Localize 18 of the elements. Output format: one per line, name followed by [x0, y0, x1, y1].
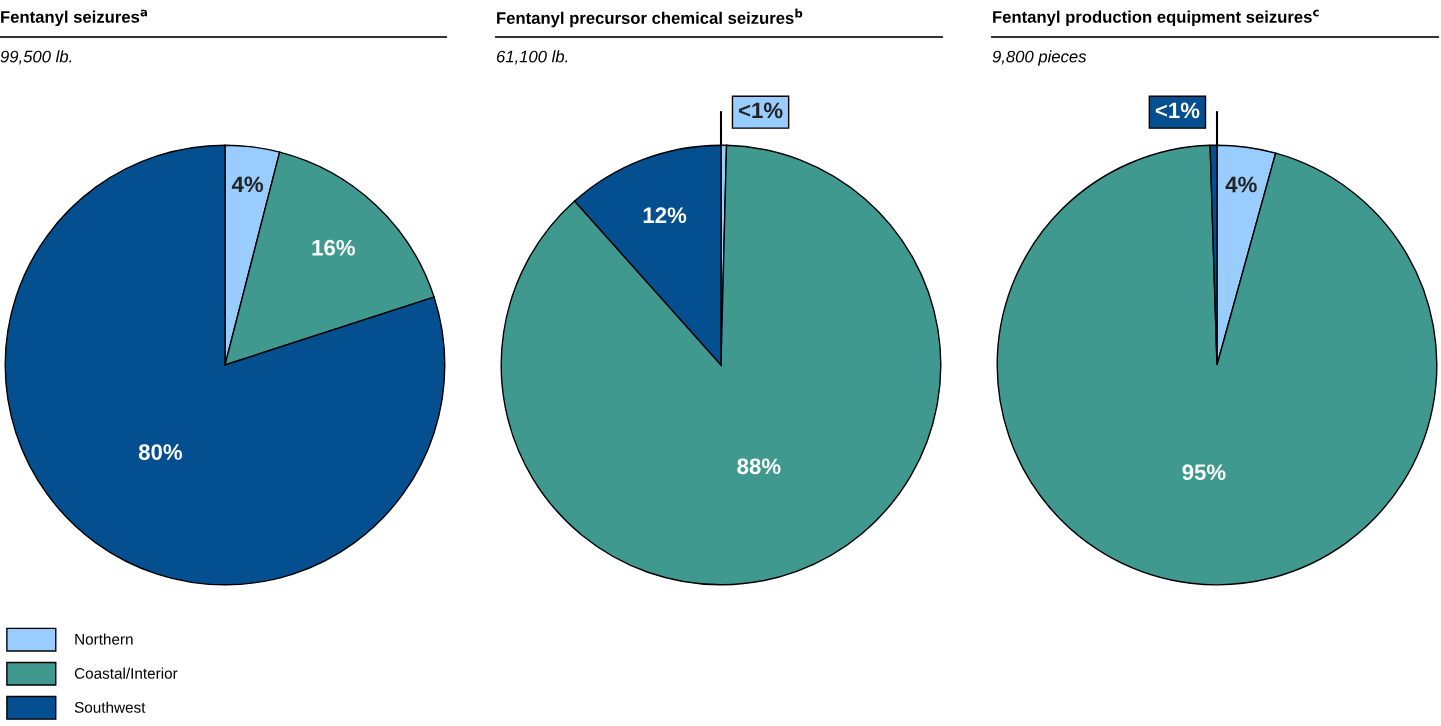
chart-subtitle: 99,500 lb. [0, 50, 72, 65]
data-label: <1% [738, 102, 783, 119]
data-label: <1% [1155, 102, 1200, 119]
legend-label: Southwest [74, 701, 146, 713]
data-label: 80% [138, 444, 183, 460]
data-label: 12% [643, 207, 687, 224]
data-label: 16% [312, 239, 355, 256]
chart-title: Fentanyl production equipment seizures$^{c}$ [993, 9, 1319, 27]
legend-label: Northern [75, 633, 133, 645]
data-label: 4% [231, 176, 264, 193]
data-label: 95% [1182, 464, 1226, 481]
data-label: 88% [737, 458, 781, 475]
chart-subtitle: 9,800 pieces [992, 50, 1087, 66]
chart-title: Fentanyl precursor chemical seizures$^{b}$ [497, 8, 803, 28]
legend-label: Coastal/Interior [74, 667, 178, 679]
chart-subtitle: 61,100 lb. [496, 50, 568, 65]
data-label: 4% [1225, 176, 1257, 193]
chart-title: Fentanyl seizures$^{a}$ [1, 9, 147, 27]
